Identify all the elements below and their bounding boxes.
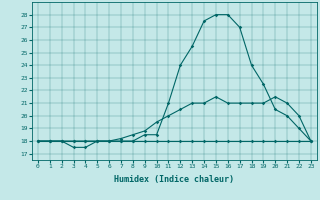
- X-axis label: Humidex (Indice chaleur): Humidex (Indice chaleur): [115, 175, 234, 184]
